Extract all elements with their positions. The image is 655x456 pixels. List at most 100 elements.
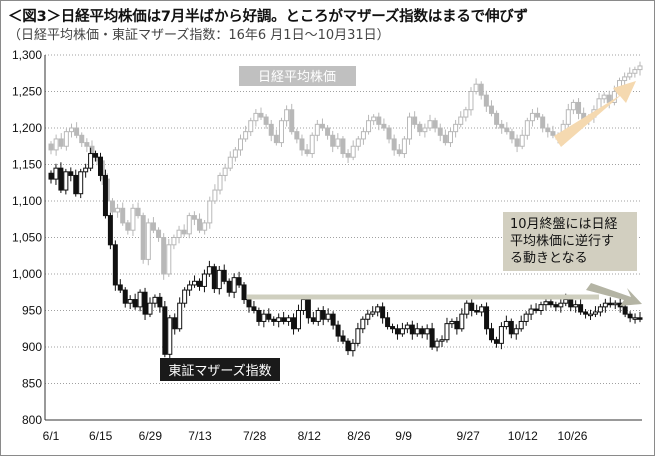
nikkei-candle: [576, 101, 582, 114]
mothers-candle: [58, 167, 64, 191]
nikkei-candle: [519, 134, 525, 147]
nikkei-candle: [442, 134, 448, 144]
nikkei-candle: [58, 138, 64, 147]
mothers-candle: [498, 326, 504, 344]
nikkei-candle: [483, 94, 489, 107]
mothers-candle: [464, 302, 470, 315]
nikkei-candle: [437, 127, 443, 136]
mothers-candle: [310, 317, 316, 322]
nikkei-candle: [63, 131, 69, 147]
nikkei-candle: [212, 189, 218, 202]
nikkei-candle: [238, 138, 244, 151]
nikkei-candle: [473, 83, 479, 92]
mothers-candle: [493, 339, 499, 344]
nikkei-candle: [478, 83, 484, 96]
mothers-candle: [97, 156, 103, 176]
x-tick-label: 8/12: [298, 429, 322, 443]
chart-title: ＜図3＞日経平均株価は7月半ばから好調。ところがマザーズ指数はまるで伸びず: [8, 9, 528, 25]
nikkei-candle: [222, 167, 228, 176]
nikkei-candle: [181, 229, 187, 235]
note-line: る動きとなる: [510, 251, 588, 266]
mothers-candle: [489, 328, 495, 341]
nikkei-candle: [345, 153, 351, 158]
nikkei-candle: [453, 123, 459, 133]
mothers-candle: [563, 299, 569, 304]
mothers-candle: [286, 317, 292, 322]
mothers-candle: [513, 328, 519, 335]
x-tick-label: 9/9: [395, 429, 412, 443]
mothers-candle: [454, 320, 460, 330]
nikkei-candle: [150, 222, 156, 231]
mothers-candle: [578, 304, 584, 313]
nikkei-candle: [545, 127, 551, 133]
y-tick-label: 1,050: [12, 231, 42, 245]
nikkei-candle: [135, 207, 141, 217]
x-tick-label: 6/15: [89, 429, 113, 443]
mothers-candle: [300, 299, 306, 311]
nikkei-candle: [401, 138, 407, 155]
nikkei-candle: [125, 222, 131, 231]
mothers-candle: [409, 324, 415, 335]
nikkei-candle: [186, 215, 192, 235]
nikkei-candle: [622, 76, 628, 82]
y-tick-label: 1,200: [12, 121, 42, 135]
nikkei-candle: [335, 138, 341, 147]
mothers-candle: [142, 291, 148, 315]
nikkei-candle: [360, 131, 366, 140]
note-box: [503, 212, 637, 271]
nikkei-candle: [529, 112, 535, 122]
mothers-candle: [137, 291, 143, 308]
nikkei-candle: [386, 127, 392, 140]
mothers-candle: [132, 299, 138, 308]
mothers-candle: [117, 284, 123, 291]
mothers-candle: [588, 313, 594, 317]
nikkei-candle: [514, 138, 520, 147]
mothers-candle: [107, 215, 113, 246]
mothers-candle: [449, 320, 455, 325]
mothers-candle: [538, 304, 544, 312]
nikkei-candle: [355, 138, 361, 147]
mothers-candle: [419, 328, 425, 335]
mothers-candle: [394, 328, 400, 335]
nikkei-candle: [197, 218, 203, 231]
mothers-candle: [424, 328, 430, 335]
mothers-candle: [206, 266, 212, 275]
mothers-candle: [226, 280, 232, 293]
mothers-candle: [523, 313, 529, 322]
mothers-candle: [503, 320, 509, 328]
nikkei-candle: [632, 69, 638, 74]
nikkei-candle: [488, 105, 494, 114]
mothers-candle: [305, 299, 311, 319]
nikkei-candle: [366, 120, 372, 133]
nikkei-candle: [140, 215, 146, 260]
nikkei-candle: [171, 237, 177, 246]
nikkei-candle: [570, 101, 576, 111]
down-arrow: [586, 283, 642, 306]
mothers-candle: [459, 313, 465, 330]
nikkei-candle: [227, 156, 233, 169]
nikkei-candle: [412, 116, 418, 125]
mothers-candle: [152, 296, 158, 304]
nikkei-candle: [145, 222, 151, 260]
mothers-candle: [622, 306, 628, 315]
mothers-candle: [192, 280, 198, 286]
mothers-candle: [157, 296, 163, 308]
mothers-candle: [637, 317, 643, 320]
nikkei-candle: [627, 72, 633, 78]
mothers-candle: [256, 310, 262, 322]
mothers-candle: [345, 340, 351, 352]
nikkei-candle: [48, 143, 54, 151]
mothers-candle: [429, 328, 435, 348]
mothers-candle: [167, 317, 173, 355]
mothers-candle: [365, 313, 371, 320]
mothers-candle: [583, 311, 589, 315]
mothers-candle: [231, 277, 237, 293]
nikkei-candle: [109, 200, 115, 213]
mothers-candle: [484, 306, 490, 330]
mothers-candle: [325, 313, 331, 320]
y-tick-label: 950: [22, 304, 42, 318]
mothers-candle: [78, 171, 84, 195]
mothers-candle: [355, 328, 361, 344]
nikkei-candle: [504, 127, 510, 133]
nikkei-candle: [202, 222, 208, 231]
